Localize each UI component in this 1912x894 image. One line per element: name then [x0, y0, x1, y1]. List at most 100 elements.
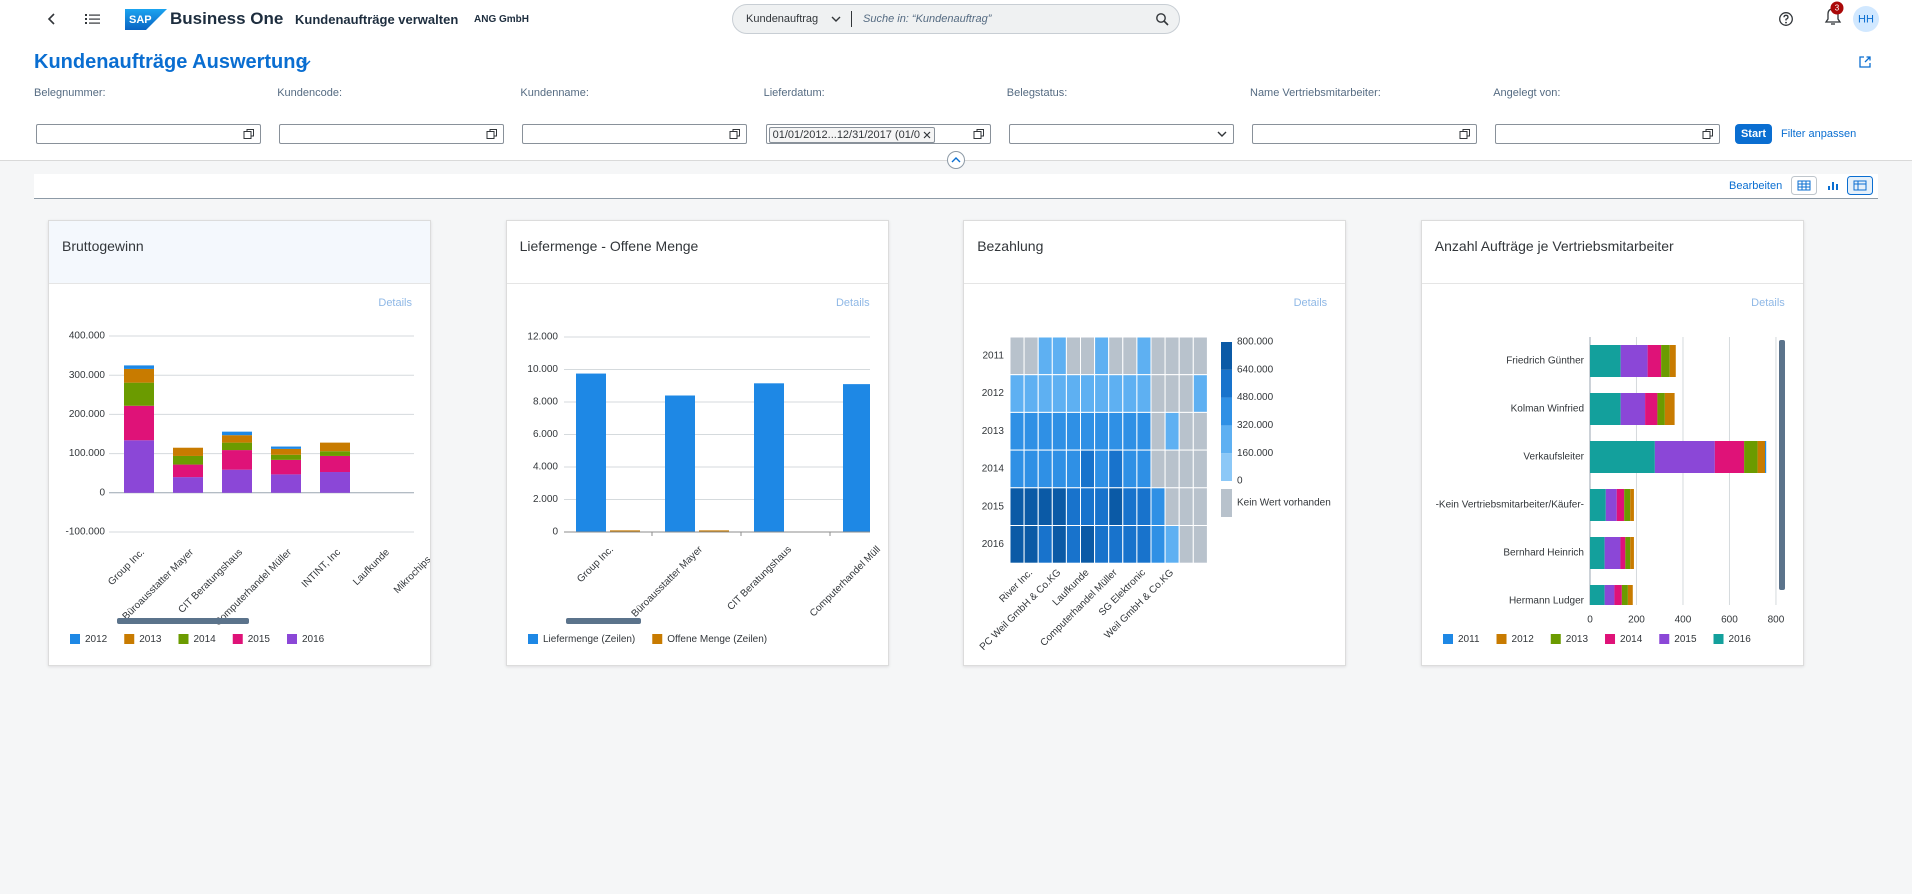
empty-cell [1164, 374, 1180, 413]
square [732, 129, 741, 137]
view-chevron[interactable] [300, 57, 312, 69]
filter-input[interactable] [1252, 124, 1477, 144]
card-header[interactable]: Bruttogewinn [49, 221, 430, 284]
legend-swatch [124, 634, 135, 644]
filter-label: Lieferdatum: [763, 87, 825, 99]
square [1705, 129, 1714, 137]
card[interactable]: 2011 2012 2013 2014 2015 2016 River Inc. PC Wei… [963, 220, 1347, 666]
bar-segment [1743, 441, 1758, 473]
x-tick-label: Group Inc. [106, 547, 147, 588]
filter-input[interactable]: 01/01/2012...12/31/2017 (01/0 [765, 124, 991, 144]
heat-cell [1066, 374, 1082, 413]
bar [609, 530, 640, 532]
details-link[interactable]: Details [1751, 297, 1785, 309]
bar-segment [1589, 393, 1621, 425]
legend-label: Liefermenge (Zeilen) [543, 634, 635, 645]
edit-button[interactable]: Bearbeiten [1729, 180, 1783, 192]
scrollbar [1778, 340, 1785, 590]
filter-input[interactable] [522, 124, 748, 144]
heat-cell [1136, 336, 1152, 376]
card[interactable]: 0 2.000 4.000 6.000 8.000 10.000 12.000 Group I… [505, 220, 889, 666]
value-help-icon[interactable] [1459, 128, 1471, 140]
notification-button[interactable]: 3 [1818, 0, 1848, 30]
search-icon[interactable] [1155, 12, 1169, 26]
bar-segment [1589, 345, 1621, 377]
token-remove[interactable] [923, 131, 931, 139]
collapse-button[interactable] [946, 150, 966, 170]
filter-input[interactable] [1008, 124, 1234, 144]
details-link[interactable]: Details [835, 297, 870, 309]
share-icon[interactable] [1857, 54, 1873, 70]
bar-segment [320, 455, 350, 473]
filter-input[interactable] [279, 124, 505, 144]
details-link[interactable]: Details [378, 297, 412, 309]
back-button[interactable] [44, 11, 60, 27]
start-button[interactable]: Start [1735, 124, 1772, 144]
filter-input[interactable] [36, 124, 261, 144]
value-help-icon[interactable] [243, 128, 255, 140]
filter-input[interactable] [1495, 124, 1721, 144]
dropdown-icon[interactable] [1216, 128, 1228, 140]
card[interactable]: 400.000 300.000 200.000 100.000 0 -100.000 Gro… [48, 220, 431, 666]
view-title[interactable]: Kundenaufträge Auswertung [34, 51, 308, 73]
adapt-filters-button[interactable]: Filter anpassen [1781, 128, 1857, 140]
bar-segment [1589, 489, 1606, 521]
filter-label: Kundencode: [277, 87, 343, 99]
value-help-icon[interactable] [973, 128, 985, 140]
bar-segment [1714, 441, 1744, 473]
bar-segment [320, 442, 350, 452]
bar-segment [222, 442, 252, 451]
value-help-icon[interactable] [486, 128, 498, 140]
cross [923, 131, 931, 139]
legend-swatch [232, 634, 243, 644]
bar-segment [1604, 585, 1615, 605]
bar-segment [271, 459, 301, 475]
empty-cell [1122, 336, 1138, 376]
bar-segment [1616, 489, 1624, 521]
filter-label: Belegnummer: [34, 87, 106, 99]
bar-segment [1630, 537, 1634, 569]
bar-segment [1647, 345, 1661, 377]
bar-segment [173, 455, 203, 465]
page-header: Kundenaufträge Auswertung Belegnummer: Ku… [0, 38, 1912, 161]
chevron [1217, 131, 1227, 137]
y-tick-label: -100.000 [66, 527, 106, 538]
empty-cell [1192, 336, 1209, 376]
menu-button[interactable] [84, 11, 102, 27]
card[interactable]: 0 200 400 600 800 Friedrich Günther Kolman Win… [1420, 220, 1804, 666]
user-avatar[interactable]: HH [1852, 5, 1880, 33]
sap-logo[interactable]: SAP [125, 9, 167, 30]
details-link[interactable]: Details [1293, 297, 1328, 309]
bar-segment [418, 443, 430, 463]
heat-cell [1108, 374, 1124, 413]
square [489, 129, 498, 137]
heat-cell [1009, 525, 1025, 564]
card-header[interactable]: Bezahlung [964, 221, 1346, 284]
value-help-icon[interactable] [1702, 128, 1714, 140]
view-switch[interactable] [1791, 176, 1873, 196]
card-header[interactable]: Liefermenge - Offene Menge [506, 221, 888, 284]
empty-cell [1192, 411, 1209, 451]
y-tick-label: 2013 [982, 426, 1005, 437]
product-name: Business One [170, 9, 284, 28]
bar-segment [1620, 393, 1645, 425]
heat-cell [1066, 525, 1082, 564]
heat-cell [1122, 449, 1138, 489]
legend-swatch [1496, 634, 1507, 644]
legend-label: Offene Menge (Zeilen) [667, 634, 767, 645]
card-header[interactable]: Anzahl Aufträge je Vertriebsmitarbeiter [1421, 221, 1803, 284]
help-icon[interactable] [1778, 11, 1794, 27]
value-help-icon[interactable] [729, 128, 741, 140]
null-label: Kein Wert vorhanden [1237, 498, 1331, 509]
chart: 400.000 300.000 200.000 100.000 0 -100.000Gro… [66, 331, 430, 646]
search-scope[interactable]: Kundenauftrag [746, 13, 819, 25]
x-tick-label: 400 [1674, 615, 1691, 626]
bar-segment [1757, 441, 1765, 473]
search-field[interactable]: Kundenauftrag Suche in: “Kundenauftrag” [732, 4, 1180, 34]
heat-cell [1023, 525, 1039, 564]
x-tick-label: INTINT, Inc [300, 547, 343, 590]
heat-cell [1009, 374, 1025, 413]
heat-cell [1136, 374, 1152, 413]
filter-label: Name Vertriebsmitarbeiter: [1250, 87, 1381, 99]
bar-segment [1620, 537, 1626, 569]
